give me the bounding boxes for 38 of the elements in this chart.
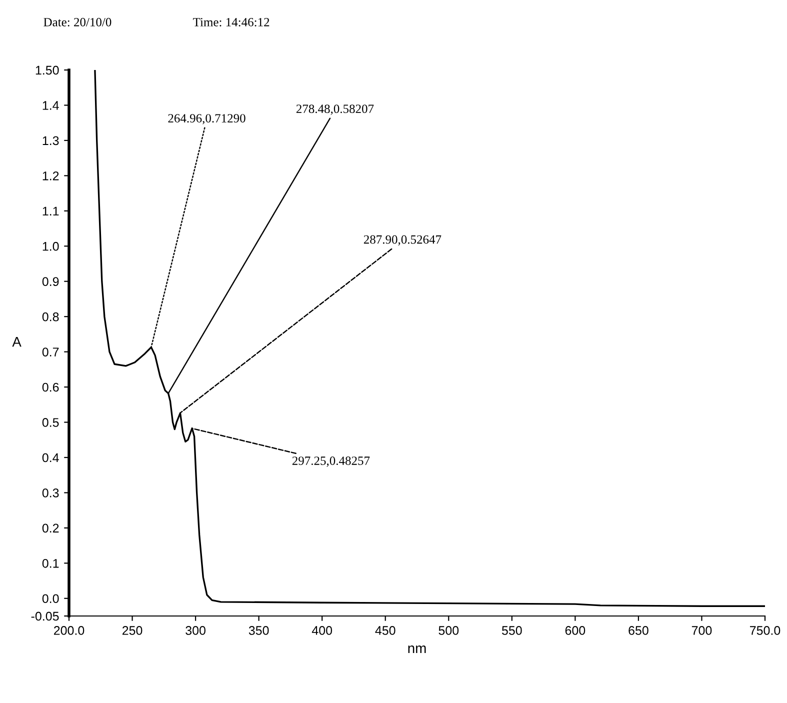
x-tick-label: 700 (692, 626, 712, 635)
y-tick-label: 1.3 (42, 136, 59, 146)
y-tick-label: 1.4 (42, 101, 59, 110)
annotation: 278.48,0.58207 (296, 104, 374, 115)
y-tick-label: 0.5 (42, 418, 59, 427)
annotation: 297.25,0.48257 (292, 456, 370, 467)
x-tick-label: 400 (312, 626, 332, 635)
y-tick-label: 0.7 (42, 348, 59, 356)
y-tick-label: 0.6 (42, 382, 59, 392)
text: Time: 14:46:12 (193, 18, 270, 26)
x-tick-label: 550 (502, 626, 522, 635)
y-tick-label: 1.0 (42, 242, 59, 251)
annotation: 264.96,0.71290 (168, 114, 246, 124)
annotation: 287.90,0.52647 (364, 235, 442, 246)
y-tick-label: 0.3 (42, 488, 59, 498)
x-tick-label: 300 (186, 626, 206, 635)
x-tick-label: 200.0 (54, 626, 84, 635)
y-tick-label: 0.1 (42, 558, 59, 568)
y-tick-label: 0.9 (42, 277, 59, 286)
x-tick-label: 650 (628, 626, 648, 635)
x-tick-label: 750.0 (750, 626, 780, 635)
line-series (94, 70, 765, 607)
y-tick-label: -0.05 (31, 612, 59, 621)
y-tick-label: 0.4 (42, 453, 59, 462)
y-tick-label: 1.50 (36, 66, 59, 75)
x-axis-title: nm (408, 646, 426, 653)
x-tick-label: 250 (122, 626, 142, 635)
x-tick-label: 500 (438, 626, 459, 635)
y-tick-label: 0.8 (42, 312, 59, 322)
text: Date: 20/10/0 (44, 18, 112, 26)
x-tick-label: 600 (565, 626, 586, 635)
x-tick-label: 350 (248, 626, 269, 635)
x-tick-label: 450 (375, 626, 396, 635)
y-tick-label: 1.2 (42, 171, 59, 180)
y-tick-label: 0.0 (42, 594, 59, 604)
y-tick-label: 0.2 (42, 524, 59, 533)
y-axis-title: A (12, 337, 22, 347)
y-tick-label: 1.1 (42, 206, 59, 216)
